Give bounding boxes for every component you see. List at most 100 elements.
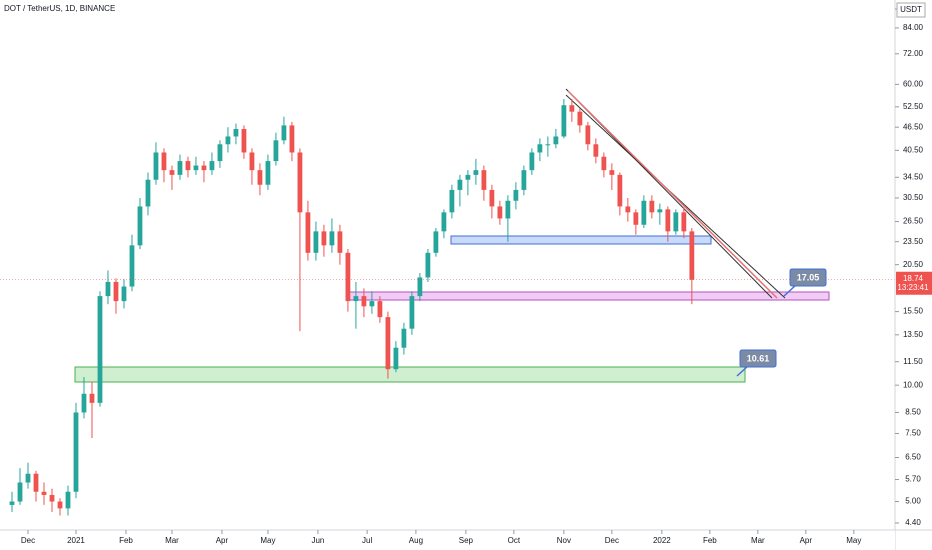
candle-body xyxy=(385,317,391,370)
y-tick-label: 5.00 xyxy=(905,497,921,506)
candle-body xyxy=(233,129,239,137)
candle-body xyxy=(25,473,31,483)
candle-body xyxy=(593,144,599,157)
x-tick-label: Dec xyxy=(21,536,35,545)
candle-body xyxy=(465,174,471,180)
candle-body xyxy=(161,152,167,171)
candle-body xyxy=(353,296,359,302)
x-tick-label: Apr xyxy=(800,536,813,545)
candle-body xyxy=(329,231,335,246)
candle-body xyxy=(433,231,439,253)
candle-body xyxy=(225,136,231,145)
x-tick-label: 2021 xyxy=(67,536,85,545)
candle-body xyxy=(569,105,575,112)
y-tick-label: 5.70 xyxy=(905,475,921,484)
y-tick-label: 84.00 xyxy=(903,23,924,32)
y-tick-label: 72.00 xyxy=(903,49,924,58)
candle-body xyxy=(241,129,247,153)
candle-body xyxy=(449,189,455,213)
candle-body xyxy=(521,170,527,190)
candle-body xyxy=(665,209,671,232)
candle-body xyxy=(65,491,71,509)
candle-body xyxy=(377,301,383,318)
x-tick-label: Jul xyxy=(362,536,372,545)
x-tick-label: Apr xyxy=(216,536,229,545)
candle-body xyxy=(265,161,271,185)
candle-body xyxy=(217,144,223,162)
candle-body xyxy=(417,277,423,297)
axes: 4.40 5.00 5.70 6.50 7.50 8.50 10.00 11.50 13.50 1… xyxy=(21,4,924,545)
candle-body xyxy=(97,296,103,403)
candle-body xyxy=(201,165,207,171)
callout-label: 17.05 xyxy=(797,272,820,282)
x-tick-label: Mar xyxy=(165,536,179,545)
x-tick-label: Feb xyxy=(703,536,717,545)
candle-body xyxy=(185,161,191,171)
y-tick-label: 26.50 xyxy=(903,217,924,226)
candle-body xyxy=(9,501,15,505)
y-tick-label: 11.50 xyxy=(903,357,923,366)
candle-body xyxy=(513,189,519,201)
candle-body xyxy=(89,393,95,403)
callout: 17.05 10.61 xyxy=(736,268,827,377)
candle-body xyxy=(545,144,551,146)
y-tick-label: 23.50 xyxy=(903,237,924,246)
y-tick-label: 10.00 xyxy=(903,380,924,389)
x-tick-label: Sep xyxy=(459,536,474,545)
candle-body xyxy=(153,152,159,180)
callout-pointer xyxy=(783,284,797,297)
candle-body xyxy=(249,152,255,171)
candle-body xyxy=(457,179,463,190)
callout-box xyxy=(739,349,777,368)
y-tick-label: 40.50 xyxy=(903,145,924,154)
y-tick-label: 7.50 xyxy=(905,429,921,438)
candle-body xyxy=(273,140,279,162)
currency: USDT xyxy=(900,5,922,14)
candle-body xyxy=(361,296,367,307)
candle-body xyxy=(617,174,623,207)
candle-body xyxy=(369,301,375,307)
candle-body xyxy=(625,206,631,213)
y-tick-label: 15.50 xyxy=(903,307,924,316)
y-tick-label: 6.50 xyxy=(905,453,921,462)
support-zone xyxy=(450,235,712,245)
y-tick-label: 20.50 xyxy=(903,260,924,269)
candles xyxy=(0,99,895,516)
x-tick-label: Aug xyxy=(409,536,423,545)
callout-label: 10.61 xyxy=(747,353,770,363)
candle-body xyxy=(641,200,647,225)
y-tick-label: 30.50 xyxy=(903,193,924,202)
candle-body xyxy=(121,286,127,302)
x-tick-label: May xyxy=(846,536,861,545)
candle-body xyxy=(105,281,111,297)
candle-body xyxy=(401,328,407,348)
candle-body xyxy=(489,189,495,207)
candle-body xyxy=(425,252,431,278)
support-zone xyxy=(74,366,746,383)
candle-body xyxy=(337,231,343,253)
callout-pointer xyxy=(736,365,749,377)
candle-body xyxy=(441,212,447,232)
candle-body xyxy=(145,179,151,207)
x-tick-label: Jun xyxy=(311,536,324,545)
candle-body xyxy=(497,206,503,219)
candle-body xyxy=(305,212,311,253)
candle-body xyxy=(657,209,663,213)
candle-body xyxy=(609,170,615,175)
candle-body xyxy=(289,125,295,153)
candle-body xyxy=(17,482,23,502)
y-tick-label: 60.00 xyxy=(903,80,924,89)
candle-body xyxy=(177,161,183,175)
candle-body xyxy=(193,165,199,171)
candle-body xyxy=(577,111,583,126)
candle-body xyxy=(321,231,327,246)
countdown: 13:23:41 xyxy=(897,283,929,292)
candle-body xyxy=(209,161,215,171)
candle-body xyxy=(281,125,287,141)
candle-body xyxy=(313,231,319,253)
x-tick-label: Nov xyxy=(557,536,571,545)
candle-body xyxy=(137,206,143,246)
last-price-box xyxy=(896,271,932,295)
candle-body xyxy=(585,125,591,145)
